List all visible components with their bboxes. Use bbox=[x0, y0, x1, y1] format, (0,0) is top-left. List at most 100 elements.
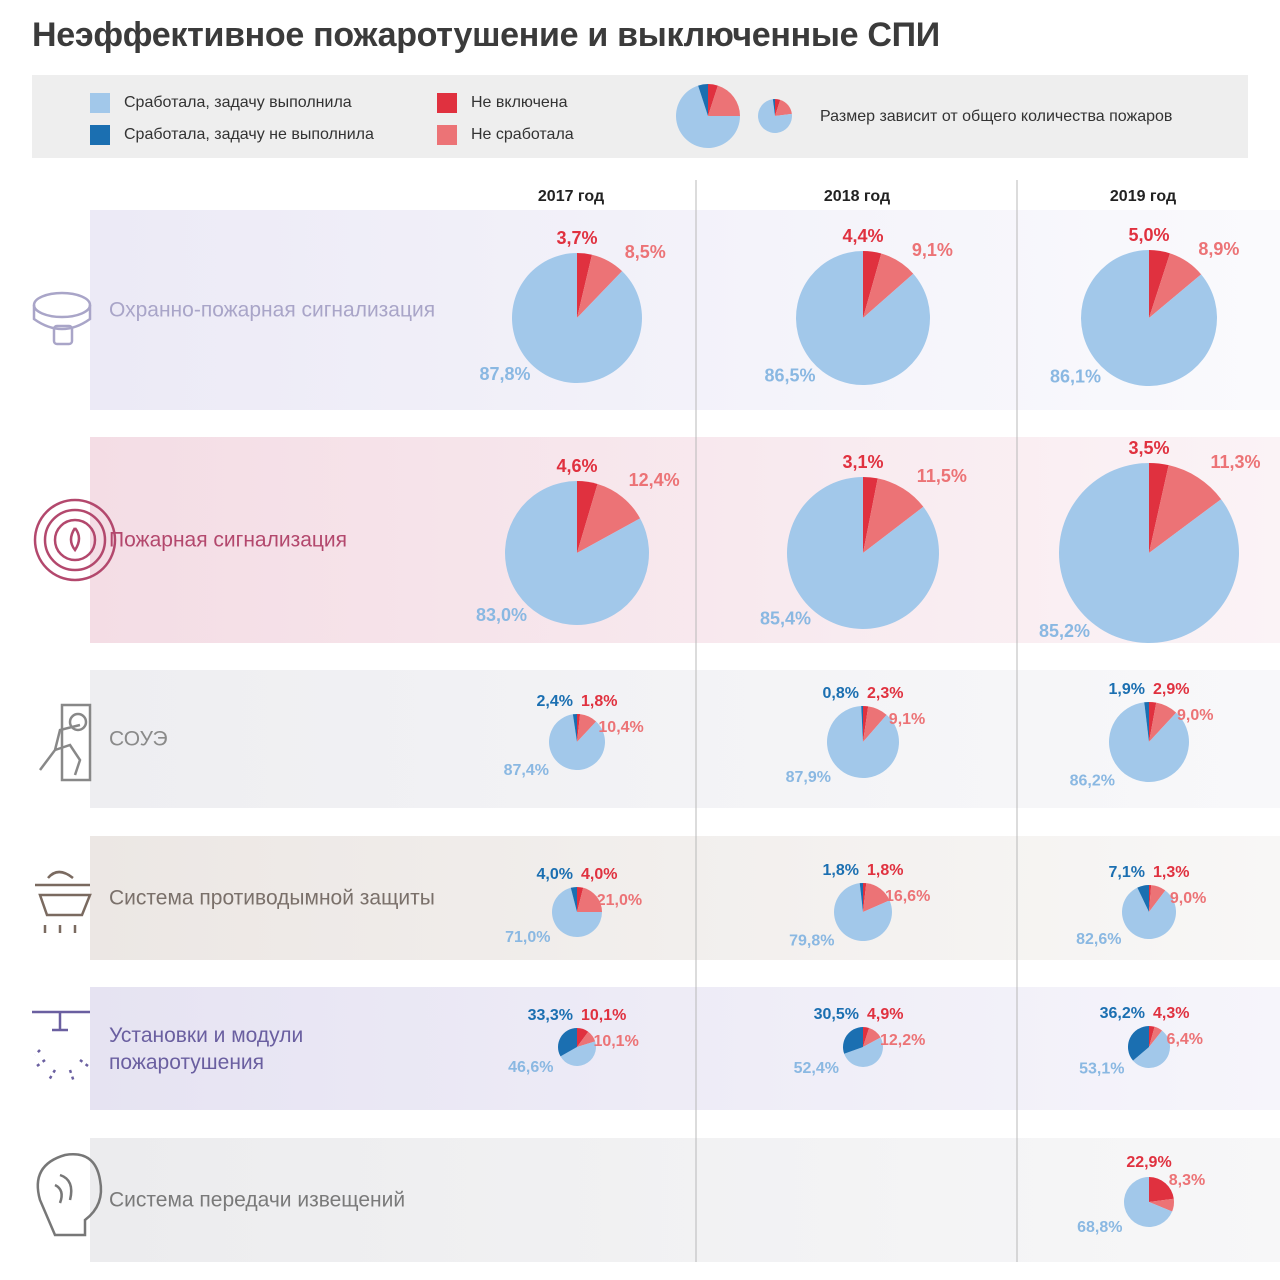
pie-slice bbox=[863, 706, 869, 742]
pie-slice bbox=[863, 251, 882, 318]
column-header: 2019 год bbox=[1110, 188, 1176, 205]
value-label: 11,3% bbox=[1211, 452, 1261, 472]
value-label: 4,6% bbox=[556, 456, 597, 476]
title: Неэффективное пожаротушение и выключенны… bbox=[32, 16, 940, 54]
pie-slice bbox=[577, 1031, 596, 1047]
value-label: 68,8% bbox=[1077, 1219, 1122, 1236]
legend-size-note: Размер зависит от общего количества пожа… bbox=[820, 108, 1172, 125]
value-label: 21,0% bbox=[597, 892, 642, 909]
pie-slice bbox=[577, 1028, 589, 1047]
row-label: Система противодымной защиты bbox=[109, 886, 435, 910]
pie-slice bbox=[863, 883, 867, 912]
pie-slice bbox=[577, 887, 602, 912]
legend-pie-icon bbox=[772, 99, 775, 116]
value-label: 46,6% bbox=[508, 1059, 553, 1076]
pie-slice bbox=[1137, 885, 1149, 912]
value-label: 87,8% bbox=[479, 364, 530, 384]
pie-slice bbox=[863, 478, 924, 553]
row-label: Охранно-пожарная сигнализация bbox=[109, 298, 436, 322]
row-label: Система передачи извещений bbox=[109, 1188, 406, 1212]
pie-slice bbox=[1149, 1177, 1174, 1202]
pie-slice bbox=[1144, 702, 1149, 742]
pie-slice bbox=[842, 1027, 863, 1054]
pie-slice bbox=[1128, 1026, 1149, 1061]
pie-slice bbox=[863, 1027, 881, 1047]
value-label: 3,5% bbox=[1128, 438, 1169, 458]
legend-box bbox=[32, 75, 1248, 158]
pie-slice bbox=[549, 714, 605, 770]
pie-slice bbox=[1059, 463, 1239, 643]
pie-slice bbox=[827, 706, 900, 778]
value-label: 85,2% bbox=[1039, 621, 1090, 641]
value-label: 7,1% bbox=[1109, 864, 1145, 881]
pie-slice bbox=[1149, 702, 1177, 742]
pie-slice bbox=[795, 251, 930, 386]
legend-pie-icon bbox=[775, 99, 792, 116]
pie-slice bbox=[863, 253, 914, 318]
value-label: 10,1% bbox=[581, 1007, 626, 1024]
legend-swatch bbox=[437, 125, 457, 145]
legend-pie-icon bbox=[758, 99, 792, 134]
value-label: 82,6% bbox=[1076, 931, 1121, 948]
value-label: 36,2% bbox=[1100, 1005, 1145, 1022]
value-label: 86,5% bbox=[764, 366, 815, 386]
value-label: 1,9% bbox=[1109, 681, 1145, 698]
value-label: 30,5% bbox=[814, 1006, 859, 1023]
pie-slice bbox=[834, 883, 892, 942]
value-label: 2,9% bbox=[1153, 681, 1189, 698]
pie-slice bbox=[577, 483, 641, 553]
pie-slice bbox=[1149, 253, 1202, 318]
legend-swatch bbox=[90, 93, 110, 113]
value-label: 9,0% bbox=[1170, 890, 1206, 907]
value-label: 5,0% bbox=[1128, 225, 1169, 245]
pie-slice bbox=[1109, 702, 1189, 782]
value-label: 16,6% bbox=[885, 888, 930, 905]
legend-pie-icon bbox=[698, 84, 708, 116]
value-label: 1,8% bbox=[823, 862, 859, 879]
value-label: 0,8% bbox=[823, 685, 859, 702]
value-label: 1,8% bbox=[867, 862, 903, 879]
legend-swatch bbox=[437, 93, 457, 113]
value-label: 87,9% bbox=[786, 769, 831, 786]
pie-slice bbox=[558, 1028, 577, 1057]
pie-slice bbox=[1122, 887, 1176, 939]
value-label: 4,0% bbox=[581, 866, 617, 883]
pie-slice bbox=[844, 1037, 883, 1067]
legend-label: Не включена bbox=[471, 94, 568, 111]
pie-slice bbox=[859, 883, 863, 912]
pie-slice bbox=[577, 253, 592, 318]
value-label: 9,1% bbox=[912, 240, 953, 260]
value-label: 1,8% bbox=[581, 693, 617, 710]
pie-slice bbox=[863, 883, 890, 912]
value-label: 22,9% bbox=[1126, 1154, 1171, 1171]
legend-pie-icon bbox=[708, 84, 718, 116]
value-label: 9,0% bbox=[1177, 707, 1213, 724]
pie-slice bbox=[1149, 885, 1166, 912]
value-label: 85,4% bbox=[760, 609, 811, 629]
value-label: 4,4% bbox=[842, 226, 883, 246]
value-label: 4,0% bbox=[537, 866, 573, 883]
pie-slice bbox=[577, 887, 584, 912]
pie-slice bbox=[1149, 463, 1169, 553]
value-label: 83,0% bbox=[476, 605, 527, 625]
value-label: 53,1% bbox=[1079, 1061, 1124, 1078]
row-band bbox=[90, 987, 1280, 1110]
pie-slice bbox=[504, 481, 649, 626]
pie-slice bbox=[572, 714, 577, 742]
value-label: 1,3% bbox=[1153, 864, 1189, 881]
value-label: 4,3% bbox=[1153, 1005, 1189, 1022]
pie-slice bbox=[786, 477, 939, 629]
value-label: 79,8% bbox=[789, 933, 834, 950]
pie-slice bbox=[863, 706, 887, 742]
row-band bbox=[90, 670, 1280, 808]
pie-slice bbox=[861, 706, 863, 742]
value-label: 3,1% bbox=[842, 452, 883, 472]
value-label: 2,3% bbox=[867, 685, 903, 702]
pie-slice bbox=[1149, 1198, 1174, 1212]
legend-pie-icon bbox=[775, 99, 781, 116]
row-band bbox=[90, 1138, 1280, 1262]
row-label: Установки и модули пожаротушения bbox=[109, 1023, 304, 1074]
value-label: 10,1% bbox=[593, 1033, 638, 1050]
